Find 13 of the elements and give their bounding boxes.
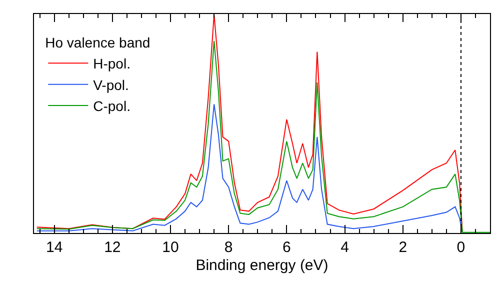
legend-label: H-pol. — [93, 56, 130, 72]
x-tick-label: 6 — [282, 239, 291, 256]
legend-title: Ho valence band — [45, 34, 150, 51]
x-tick-label: 14 — [46, 239, 63, 256]
x-axis-title: Binding energy (eV) — [196, 257, 328, 274]
x-tick-label: 4 — [340, 239, 349, 256]
x-tick-label: 0 — [456, 239, 466, 256]
x-tick-label: 8 — [224, 239, 233, 256]
legend-label: V-pol. — [93, 76, 129, 93]
x-tick-label: 2 — [398, 239, 408, 256]
x-tick-label: 10 — [162, 239, 179, 256]
x-tick-label: 12 — [104, 239, 121, 256]
legend-label: C-pol. — [93, 98, 130, 114]
